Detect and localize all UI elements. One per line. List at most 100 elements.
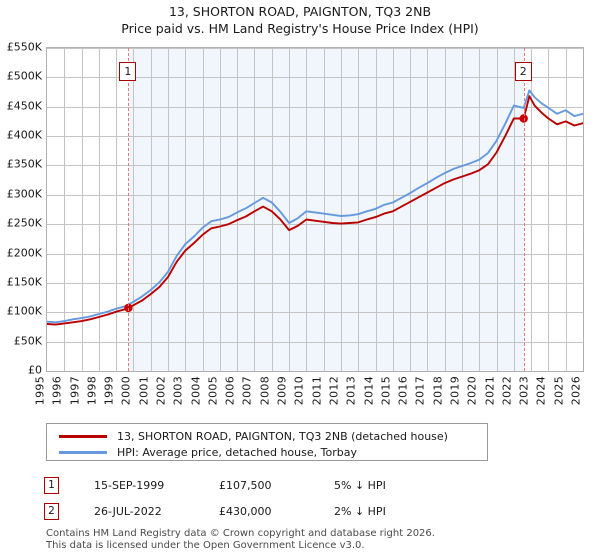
gridline-vertical	[410, 48, 411, 371]
gridline-vertical	[548, 48, 549, 371]
x-axis-tick-label: 2011	[310, 376, 324, 406]
title-line-1: 13, SHORTON ROAD, PAIGNTON, TQ3 2NB	[168, 4, 432, 19]
x-axis-tick-label: 2013	[344, 376, 358, 406]
table-row[interactable]: 2 26-JUL-2022 £430,000 2% ↓ HPI	[44, 498, 464, 524]
gridline-horizontal	[47, 283, 583, 284]
chart-legend: 13, SHORTON ROAD, PAIGNTON, TQ3 2NB (det…	[46, 423, 488, 461]
x-axis-tick-label: 2021	[483, 376, 497, 406]
footer-line-1: Contains HM Land Registry data © Crown c…	[46, 528, 435, 539]
x-axis-tick-label: 2006	[223, 376, 237, 406]
transaction-marker-line	[523, 48, 525, 371]
gridline-vertical	[254, 48, 255, 371]
gridline-vertical	[583, 48, 584, 371]
gridline-vertical	[358, 48, 359, 371]
gridline-vertical	[116, 48, 117, 371]
gridline-vertical	[566, 48, 567, 371]
legend-color-swatch	[59, 435, 107, 438]
footer-attribution: Contains HM Land Registry data © Crown c…	[46, 528, 586, 551]
gridline-vertical	[82, 48, 83, 371]
x-axis-tick-label: 2022	[500, 376, 514, 406]
gridline-horizontal	[47, 254, 583, 255]
gridline-vertical	[306, 48, 307, 371]
row-hpi-delta: 5% ↓ HPI	[334, 478, 386, 492]
row-price: £107,500	[219, 478, 272, 492]
y-axis-tick-label: £350K	[6, 157, 42, 171]
gridline-horizontal	[47, 107, 583, 108]
y-axis-tick-label: £200K	[6, 246, 42, 260]
x-axis-tick-label: 2005	[206, 376, 220, 406]
gridline-vertical	[376, 48, 377, 371]
gridline-vertical	[133, 48, 134, 371]
x-axis-tick-label: 2004	[189, 376, 203, 406]
y-axis-tick-label: £150K	[6, 275, 42, 289]
y-axis-tick-label: £450K	[6, 99, 42, 113]
x-axis-tick-label: 2000	[119, 376, 133, 406]
row-date: 26-JUL-2022	[94, 504, 162, 518]
y-axis-tick-label: £500K	[6, 69, 42, 83]
y-axis: £0 £50K £100K £150K £200K £250K £300K £350K £400…	[0, 0, 46, 560]
gridline-vertical	[64, 48, 65, 371]
x-axis-tick-label: 2017	[413, 376, 427, 406]
shaded-ownership-span	[128, 48, 524, 371]
gridline-horizontal	[47, 48, 583, 49]
x-axis-tick-label: 2001	[137, 376, 151, 406]
chart-plot-area	[46, 47, 584, 372]
y-axis-tick-label: £50K	[13, 334, 42, 348]
gridline-vertical	[289, 48, 290, 371]
transaction-marker-badge[interactable]: 2	[514, 62, 532, 81]
gridline-vertical	[237, 48, 238, 371]
gridline-horizontal	[47, 77, 583, 78]
row-marker-badge: 2	[44, 502, 59, 520]
x-axis-tick-label: 2016	[396, 376, 410, 406]
legend-label: 13, SHORTON ROAD, PAIGNTON, TQ3 2NB (det…	[117, 430, 448, 443]
legend-item: HPI: Average price, detached house, Torb…	[47, 445, 487, 460]
title-line-2: Price paid vs. HM Land Registry's House …	[121, 21, 479, 36]
x-axis-tick-label: 2012	[327, 376, 341, 406]
page-title: 13, SHORTON ROAD, PAIGNTON, TQ3 2NB Pric…	[0, 3, 600, 37]
x-axis-tick-label: 2002	[154, 376, 168, 406]
row-marker-badge: 1	[44, 476, 59, 494]
gridline-horizontal	[47, 136, 583, 137]
gridline-horizontal	[47, 224, 583, 225]
x-axis-tick-label: 2003	[171, 376, 185, 406]
x-axis-tick-label: 2007	[240, 376, 254, 406]
gridline-vertical	[479, 48, 480, 371]
x-axis-tick-label: 2008	[258, 376, 272, 406]
x-axis-tick-label: 2025	[552, 376, 566, 406]
gridline-vertical	[168, 48, 169, 371]
gridline-vertical	[324, 48, 325, 371]
x-axis-tick-label: 2010	[292, 376, 306, 406]
x-axis-tick-label: 2020	[465, 376, 479, 406]
y-axis-tick-label: £250K	[6, 216, 42, 230]
x-axis-tick-label: 2019	[448, 376, 462, 406]
y-axis-tick-label: £0	[28, 363, 42, 377]
x-axis-tick-label: 1995	[33, 376, 47, 406]
transaction-point[interactable]	[124, 303, 133, 313]
legend-item: 13, SHORTON ROAD, PAIGNTON, TQ3 2NB (det…	[47, 429, 487, 444]
x-axis-tick-label: 1999	[102, 376, 116, 406]
gridline-vertical	[185, 48, 186, 371]
gridline-vertical	[341, 48, 342, 371]
gridline-vertical	[393, 48, 394, 371]
x-axis-tick-label: 2014	[362, 376, 376, 406]
transaction-marker-badge[interactable]: 1	[119, 62, 137, 81]
x-axis-tick-label: 2015	[379, 376, 393, 406]
y-axis-tick-label: £400K	[6, 128, 42, 142]
x-axis-tick-label: 1997	[68, 376, 82, 406]
gridline-vertical	[497, 48, 498, 371]
y-axis-tick-label: £100K	[6, 304, 42, 318]
gridline-horizontal	[47, 165, 583, 166]
transaction-marker-line	[128, 48, 130, 371]
x-axis-tick-label: 2024	[534, 376, 548, 406]
gridline-vertical	[203, 48, 204, 371]
row-hpi-delta: 2% ↓ HPI	[334, 504, 386, 518]
x-axis: 1995 1996 1997 1998 1999 2000 2001 2002 2003 2004…	[0, 372, 600, 418]
legend-color-swatch	[59, 451, 107, 454]
x-axis-tick-label: 1998	[85, 376, 99, 406]
series-layer	[47, 89, 583, 326]
y-axis-tick-label: £550K	[6, 40, 42, 54]
gridline-vertical	[531, 48, 532, 371]
table-row[interactable]: 1 15-SEP-1999 £107,500 5% ↓ HPI	[44, 472, 464, 498]
transactions-table: 1 15-SEP-1999 £107,500 5% ↓ HPI 2 26-JUL-2022…	[44, 472, 464, 524]
x-axis-tick-label: 2026	[569, 376, 583, 406]
